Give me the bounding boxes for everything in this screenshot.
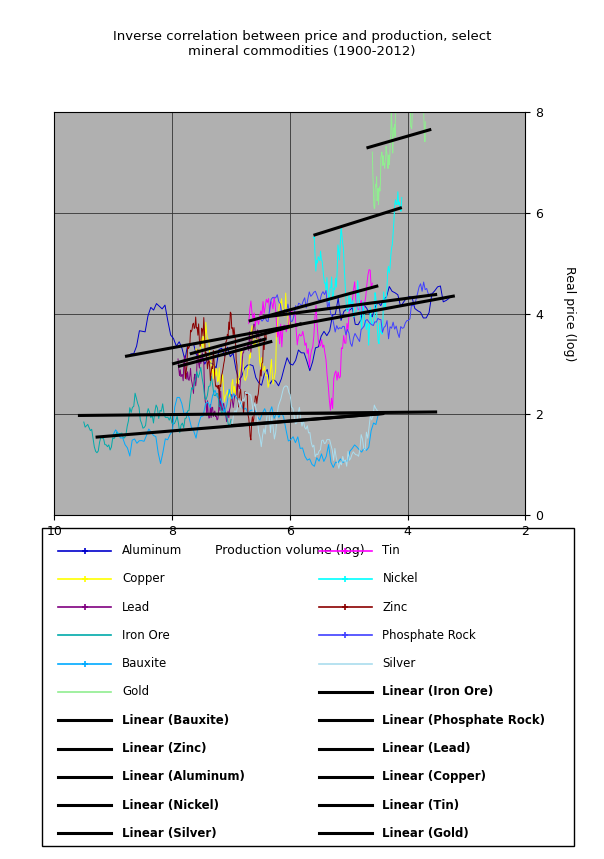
Text: Linear (Aluminum): Linear (Aluminum)	[122, 771, 245, 783]
Text: Linear (Gold): Linear (Gold)	[382, 827, 469, 840]
Text: Linear (Silver): Linear (Silver)	[122, 827, 217, 840]
Text: Aluminum: Aluminum	[122, 544, 182, 557]
Text: Linear (Tin): Linear (Tin)	[382, 799, 460, 812]
Text: Phosphate Rock: Phosphate Rock	[382, 629, 476, 642]
Text: Gold: Gold	[122, 685, 149, 698]
Text: Nickel: Nickel	[382, 572, 418, 585]
Text: Linear (Bauxite): Linear (Bauxite)	[122, 714, 229, 727]
Text: Linear (Copper): Linear (Copper)	[382, 771, 486, 783]
Text: Linear (Phosphate Rock): Linear (Phosphate Rock)	[382, 714, 545, 727]
Text: Lead: Lead	[122, 600, 150, 613]
Text: Silver: Silver	[382, 657, 416, 670]
Text: Tin: Tin	[382, 544, 400, 557]
Text: Linear (Iron Ore): Linear (Iron Ore)	[382, 685, 493, 698]
X-axis label: Production volume (log): Production volume (log)	[215, 544, 365, 557]
Text: Copper: Copper	[122, 572, 165, 585]
Text: Linear (Nickel): Linear (Nickel)	[122, 799, 219, 812]
Text: Linear (Lead): Linear (Lead)	[382, 742, 471, 755]
Text: Inverse correlation between price and production, select
mineral commodities (19: Inverse correlation between price and pr…	[113, 30, 491, 58]
Text: Zinc: Zinc	[382, 600, 408, 613]
Text: Iron Ore: Iron Ore	[122, 629, 170, 642]
Y-axis label: Real price (log): Real price (log)	[563, 265, 576, 362]
Text: Bauxite: Bauxite	[122, 657, 167, 670]
Text: Linear (Zinc): Linear (Zinc)	[122, 742, 207, 755]
